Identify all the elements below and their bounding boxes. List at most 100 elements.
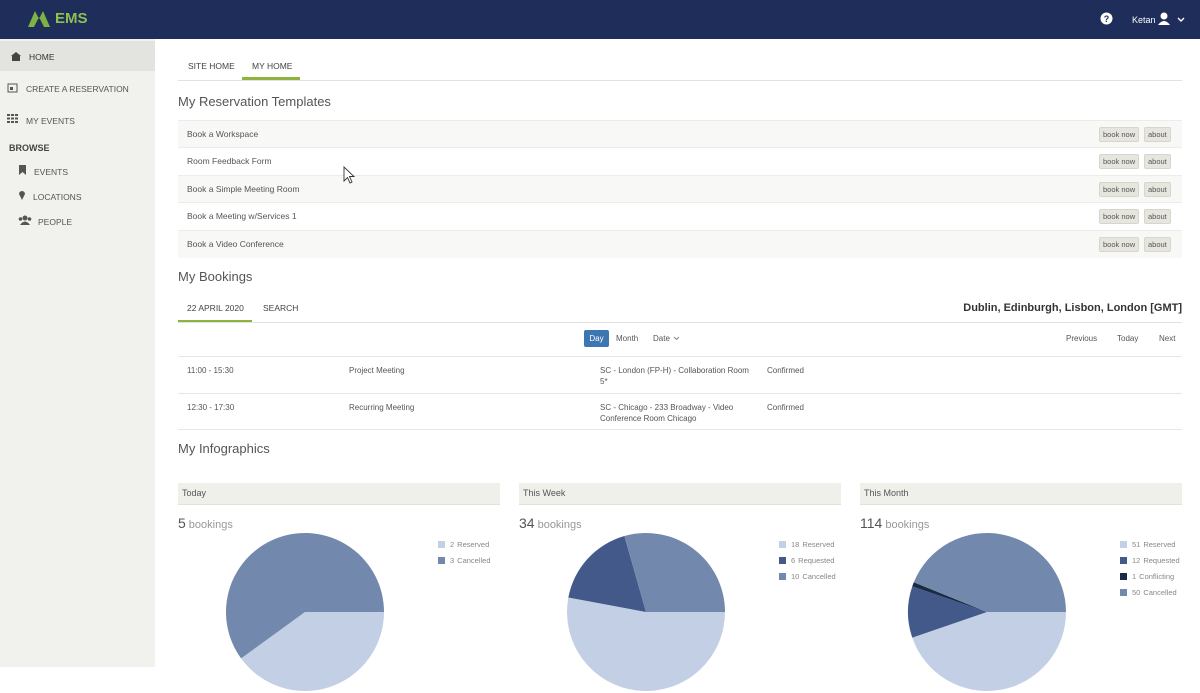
template-row: Room Feedback Form book now about xyxy=(178,147,1182,176)
legend-swatch xyxy=(1120,573,1127,580)
nav-button[interactable]: Today xyxy=(1117,334,1139,343)
tab-active[interactable]: 22 APRIL 2020 xyxy=(187,303,244,313)
book-now-button[interactable]: book now xyxy=(1099,181,1140,197)
legend-entry: 3 Cancelled xyxy=(450,556,491,565)
legend-label: Reserved xyxy=(457,540,490,549)
section-title: My Reservation Templates xyxy=(178,94,331,109)
booking-time: 12:30 - 17:30 xyxy=(187,402,235,412)
booking-location: SC - Chicago - 233 Broadway - Video Conf… xyxy=(600,402,734,423)
section-title: My Infographics xyxy=(178,441,270,456)
booking-name[interactable]: Project Meeting xyxy=(349,366,405,375)
about-button[interactable]: about xyxy=(1144,181,1171,197)
divider xyxy=(178,322,1182,323)
legend-swatch xyxy=(1120,589,1127,596)
legend-value: 10 xyxy=(791,572,800,581)
divider xyxy=(178,80,1182,81)
tab-underline xyxy=(242,77,300,80)
user-icon[interactable] xyxy=(1158,12,1188,26)
pie-slice xyxy=(226,533,384,659)
panel-header: This Week xyxy=(519,483,841,505)
pie-chart xyxy=(226,533,384,691)
template-name[interactable]: Book a Meeting w/Services 1 xyxy=(187,211,297,222)
location-icon xyxy=(19,191,25,200)
legend-value: 2 xyxy=(450,540,455,549)
tab[interactable]: SEARCH xyxy=(263,303,299,313)
about-button[interactable]: about xyxy=(1144,236,1171,252)
grid-icon xyxy=(7,114,18,123)
legend-label: Cancelled xyxy=(1143,588,1177,597)
nav-item[interactable]: PEOPLE xyxy=(38,217,73,227)
template-name[interactable]: Book a Workspace xyxy=(187,129,259,139)
legend-label: Conflicting xyxy=(1139,572,1175,581)
legend-swatch xyxy=(779,573,786,580)
legend-label: Reserved xyxy=(802,540,835,549)
timezone: Dublin, Edinburgh, Lisbon, London [GMT] xyxy=(963,302,1182,314)
booking-total: 5 bookings xyxy=(178,515,233,533)
book-now-button[interactable]: book now xyxy=(1099,236,1140,252)
legend-value: 3 xyxy=(450,556,455,565)
booking-name[interactable]: Recurring Meeting xyxy=(349,402,415,412)
legend-entry: 50 Cancelled xyxy=(1132,588,1177,597)
about-button[interactable]: about xyxy=(1144,209,1171,225)
about-button[interactable]: about xyxy=(1144,154,1171,170)
legend-label: Cancelled xyxy=(802,572,836,581)
legend-entry: 10 Cancelled xyxy=(791,572,836,581)
legend-value: 50 xyxy=(1132,588,1141,597)
view-button[interactable]: Date xyxy=(653,334,670,343)
legend-swatch xyxy=(1120,557,1127,564)
nav-item[interactable]: EVENTS xyxy=(34,167,69,177)
nav-button[interactable]: Next xyxy=(1159,334,1176,343)
legend-value: 51 xyxy=(1132,540,1141,549)
nav-button[interactable]: Previous xyxy=(1066,334,1098,343)
template-name[interactable]: Book a Video Conference xyxy=(187,238,284,249)
pie-slice xyxy=(912,582,987,612)
template-row: Book a Video Conference book now about xyxy=(178,229,1182,258)
template-row: Book a Meeting w/Services 1 book now about xyxy=(178,202,1182,231)
book-now-button[interactable]: book now xyxy=(1099,127,1140,142)
section-title: My Bookings xyxy=(178,269,253,284)
view-button[interactable]: Month xyxy=(616,334,639,343)
tab-active[interactable]: MY HOME xyxy=(252,61,293,71)
view-button-active[interactable]: Day xyxy=(584,330,609,347)
template-name[interactable]: Book a Simple Meeting Room xyxy=(187,183,300,194)
total-number: 114 xyxy=(860,515,883,531)
legend-value: 1 xyxy=(1132,572,1137,581)
help-icon[interactable]: ? xyxy=(1100,12,1113,25)
legend-swatch xyxy=(779,557,786,564)
total-unit: bookings xyxy=(885,519,930,531)
home-icon xyxy=(11,52,21,61)
pie-slice xyxy=(913,533,1066,612)
total-number: 5 xyxy=(178,515,186,531)
total-unit: bookings xyxy=(537,519,582,531)
legend-swatch xyxy=(438,541,445,548)
booking-total: 114 bookings xyxy=(860,515,929,533)
nav-item[interactable]: LOCATIONS xyxy=(33,192,82,202)
bookmark-icon xyxy=(19,165,26,175)
legend-entry: 51 Reserved xyxy=(1132,540,1175,549)
legend-entry: 6 Requested xyxy=(791,556,834,565)
pie-slice xyxy=(908,586,987,638)
booking-status: Confirmed xyxy=(767,366,804,375)
nav-item[interactable]: HOME xyxy=(29,52,55,62)
mouse-cursor xyxy=(343,166,356,184)
legend-label: Cancelled xyxy=(457,556,491,565)
book-now-button[interactable]: book now xyxy=(1099,209,1140,225)
legend-swatch xyxy=(1120,541,1127,548)
legend-swatch xyxy=(779,541,786,548)
legend-value: 18 xyxy=(791,540,800,549)
pie-chart xyxy=(908,533,1066,691)
about-button[interactable]: about xyxy=(1144,127,1171,142)
logo-text[interactable]: EMS xyxy=(55,10,88,27)
tab[interactable]: SITE HOME xyxy=(188,61,235,71)
legend-value: 12 xyxy=(1132,556,1141,565)
nav-item[interactable]: CREATE A RESERVATION xyxy=(26,84,129,94)
legend-entry: 12 Requested xyxy=(1132,556,1180,565)
template-name[interactable]: Room Feedback Form xyxy=(187,156,272,167)
legend-entry: 2 Reserved xyxy=(450,540,489,549)
svg-text:?: ? xyxy=(1104,14,1110,24)
book-now-button[interactable]: book now xyxy=(1099,154,1140,170)
booking-status: Confirmed xyxy=(767,402,804,412)
user-name[interactable]: Ketan xyxy=(1132,15,1156,25)
nav-item[interactable]: MY EVENTS xyxy=(26,116,75,126)
total-number: 34 xyxy=(519,515,535,531)
